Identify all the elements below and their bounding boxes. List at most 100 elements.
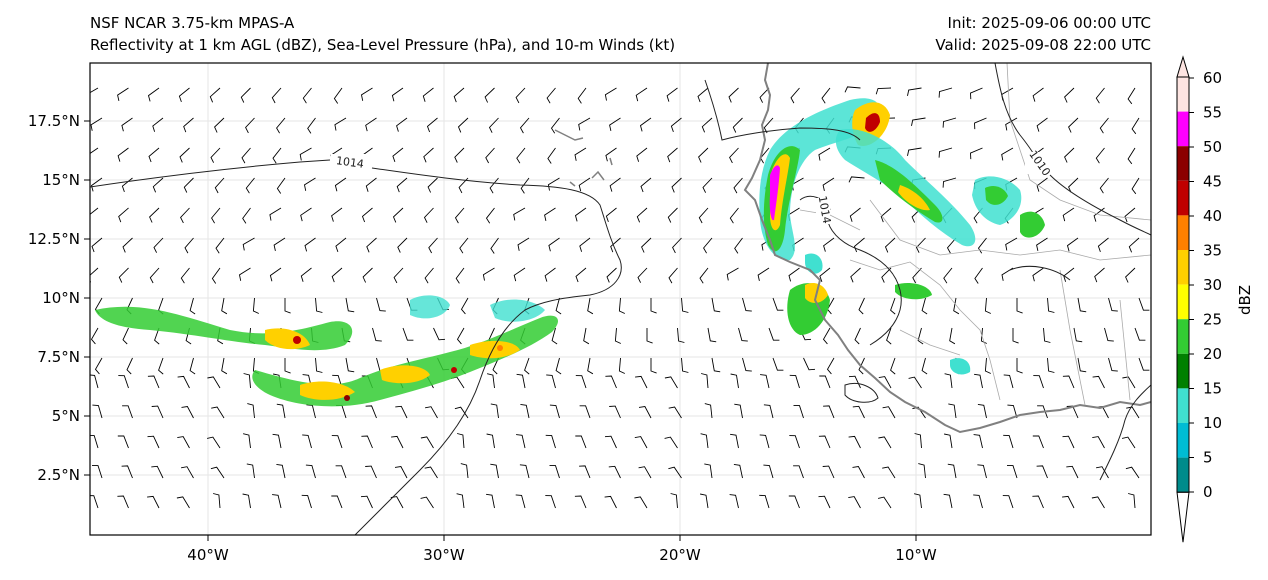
wind-barb (453, 87, 465, 103)
colorbar-segment (1177, 146, 1189, 181)
wind-barb (153, 237, 164, 253)
wind-barb (485, 207, 495, 224)
wind-barb (121, 177, 133, 193)
wind-barb (269, 207, 282, 221)
wind-barb (1128, 237, 1140, 253)
wind-barb (1127, 493, 1136, 509)
wind-barb (365, 117, 377, 132)
wind-barb (90, 87, 99, 94)
wind-barb (668, 267, 678, 284)
wind-barb (1032, 495, 1044, 509)
wind-barb (212, 493, 221, 509)
wind-barb (668, 406, 682, 419)
wind-barb (482, 267, 495, 281)
wind-barb (361, 207, 373, 223)
wind-barb (242, 493, 251, 509)
wind-barb (154, 327, 160, 345)
wind-barb (243, 373, 251, 389)
wind-barb (276, 117, 286, 134)
wind-barb (858, 297, 865, 315)
wind-barb (484, 87, 495, 103)
wind-barb (1062, 375, 1075, 389)
country-borders (799, 63, 1151, 406)
wind-barb (1134, 327, 1146, 341)
wind-barb (732, 117, 743, 133)
wind-barb (118, 375, 129, 389)
wind-barb (618, 297, 625, 314)
wind-barb (1037, 405, 1048, 419)
wind-barb (177, 436, 190, 449)
lat-label-17-5: 17.5°N (28, 112, 80, 130)
wind-barb (681, 357, 689, 373)
wind-barb (1033, 375, 1044, 389)
wind-barb (457, 117, 469, 133)
wind-barb (788, 495, 800, 509)
wind-barb (711, 297, 721, 313)
wind-barb (698, 207, 709, 224)
wind-barb (272, 433, 282, 449)
wind-barb (819, 375, 831, 389)
wind-barb (303, 177, 316, 191)
wind-barb (650, 358, 657, 374)
wind-barb (331, 435, 343, 449)
wind-barb (315, 297, 323, 313)
wind-barb (763, 404, 774, 419)
wind-barb (118, 207, 129, 223)
wind-barb (301, 494, 312, 509)
lat-label-7-5: 7.5°N (37, 348, 80, 366)
wind-barb (641, 237, 652, 253)
wind-barb (938, 87, 953, 98)
wind-barb (549, 404, 560, 419)
wind-barb (711, 357, 721, 373)
wind-barb (391, 435, 404, 449)
isobar-labels: 1014 1014 1010 (331, 148, 1055, 225)
wind-barb (149, 207, 160, 223)
wind-barb (121, 117, 133, 132)
wind-barb (315, 357, 323, 373)
wind-barb (189, 297, 196, 315)
wind-barb (460, 463, 469, 479)
wind-barb (300, 267, 312, 282)
wind-barb (818, 435, 831, 449)
wind-barb (884, 237, 896, 253)
colorbar-tick-label: 15 (1203, 380, 1222, 398)
wind-barb (729, 494, 739, 509)
wind-barb (970, 147, 983, 160)
wind-barb (704, 463, 713, 479)
wind-barb (1127, 147, 1136, 165)
wind-barb (148, 147, 160, 163)
wind-barb (670, 117, 682, 133)
wind-barb (677, 327, 685, 343)
wind-barb (420, 436, 434, 449)
wind-barb (848, 176, 865, 183)
wind-barb (733, 463, 743, 479)
wind-barb (90, 177, 103, 192)
wind-barb (1104, 327, 1114, 342)
wind-barbs (90, 86, 1150, 509)
wind-barb (241, 147, 251, 164)
wind-barb (700, 433, 709, 449)
wind-barb (942, 117, 957, 128)
wind-barb (524, 357, 530, 375)
wind-barb (152, 177, 164, 193)
wind-barb (1006, 464, 1018, 479)
wind-barb (284, 298, 291, 314)
wind-barb (1012, 328, 1019, 344)
wind-barb (823, 405, 835, 419)
wind-barb (974, 373, 983, 389)
wind-barb (90, 117, 103, 131)
wind-barb (117, 495, 129, 509)
wind-barb (276, 177, 286, 194)
wind-barb (1032, 435, 1044, 449)
wind-barb (335, 237, 347, 253)
wind-barb (579, 465, 591, 479)
wind-barb (980, 327, 987, 344)
wind-barb (1032, 267, 1044, 282)
wind-barb (214, 177, 225, 194)
colorbar-tick-label: 50 (1203, 138, 1222, 156)
isobar-east (1009, 265, 1071, 281)
colorbar-segment (1177, 180, 1189, 216)
wind-barb (574, 495, 587, 509)
wind-barb (397, 237, 408, 253)
